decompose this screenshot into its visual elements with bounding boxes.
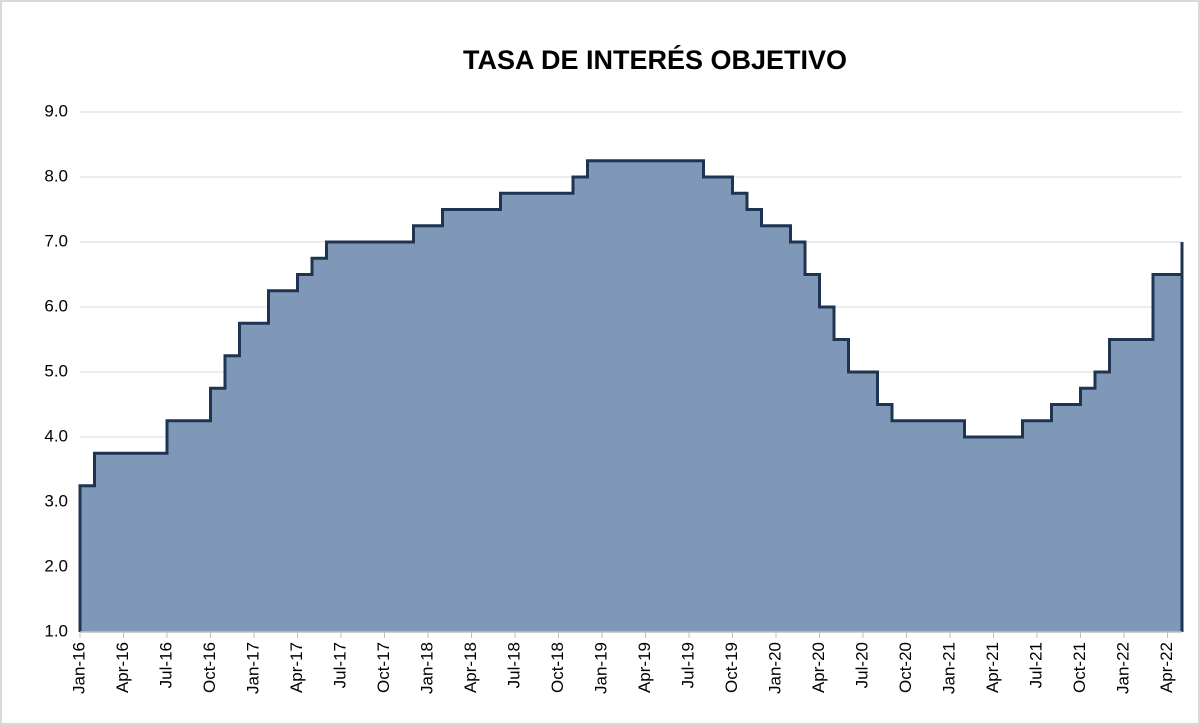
x-tick-label: Jul-20 bbox=[852, 642, 871, 688]
x-tick-label: Jul-19 bbox=[678, 642, 697, 688]
chart-title: TASA DE INTERÉS OBJETIVO bbox=[463, 44, 847, 75]
x-tick-label: Apr-18 bbox=[461, 642, 480, 693]
x-tick-label: Jul-18 bbox=[504, 642, 523, 688]
x-tick-label: Jan-16 bbox=[69, 642, 88, 694]
x-tick-label: Oct-18 bbox=[548, 642, 567, 693]
x-tick-label: Jan-18 bbox=[417, 642, 436, 694]
x-tick-label: Jan-19 bbox=[591, 642, 610, 694]
y-tick-label: 9.0 bbox=[44, 101, 68, 120]
x-tick-label: Apr-22 bbox=[1157, 642, 1176, 693]
y-tick-label: 6.0 bbox=[44, 296, 68, 315]
area bbox=[80, 160, 1182, 632]
x-tick-label: Apr-17 bbox=[287, 642, 306, 693]
x-tick-label: Jan-17 bbox=[243, 642, 262, 694]
y-tick-label: 2.0 bbox=[44, 556, 68, 575]
x-tick-label: Apr-20 bbox=[809, 642, 828, 693]
step-line bbox=[78, 159, 1184, 632]
y-tick-label: 5.0 bbox=[44, 361, 68, 380]
y-tick-label: 4.0 bbox=[44, 426, 68, 445]
x-tick-label: Jul-16 bbox=[156, 642, 175, 688]
y-tick-label: 8.0 bbox=[44, 166, 68, 185]
x-tick-label: Apr-21 bbox=[983, 642, 1002, 693]
x-tick-label: Oct-19 bbox=[722, 642, 741, 693]
x-tick-label: Jan-22 bbox=[1113, 642, 1132, 694]
x-tick-label: Oct-17 bbox=[374, 642, 393, 693]
x-tick-label: Oct-16 bbox=[200, 642, 219, 693]
y-tick-label: 1.0 bbox=[44, 621, 68, 640]
y-tick-label: 3.0 bbox=[44, 491, 68, 510]
x-tick-label: Oct-20 bbox=[896, 642, 915, 693]
x-tick-label: Apr-19 bbox=[635, 642, 654, 693]
x-tick-label: Jan-20 bbox=[765, 642, 784, 694]
y-tick-label: 7.0 bbox=[44, 231, 68, 250]
x-tick-label: Oct-21 bbox=[1070, 642, 1089, 693]
x-tick-label: Apr-16 bbox=[113, 642, 132, 693]
x-tick-label: Jul-21 bbox=[1026, 642, 1045, 688]
x-tick-label: Jul-17 bbox=[330, 642, 349, 688]
x-tick-label: Jan-21 bbox=[939, 642, 958, 694]
